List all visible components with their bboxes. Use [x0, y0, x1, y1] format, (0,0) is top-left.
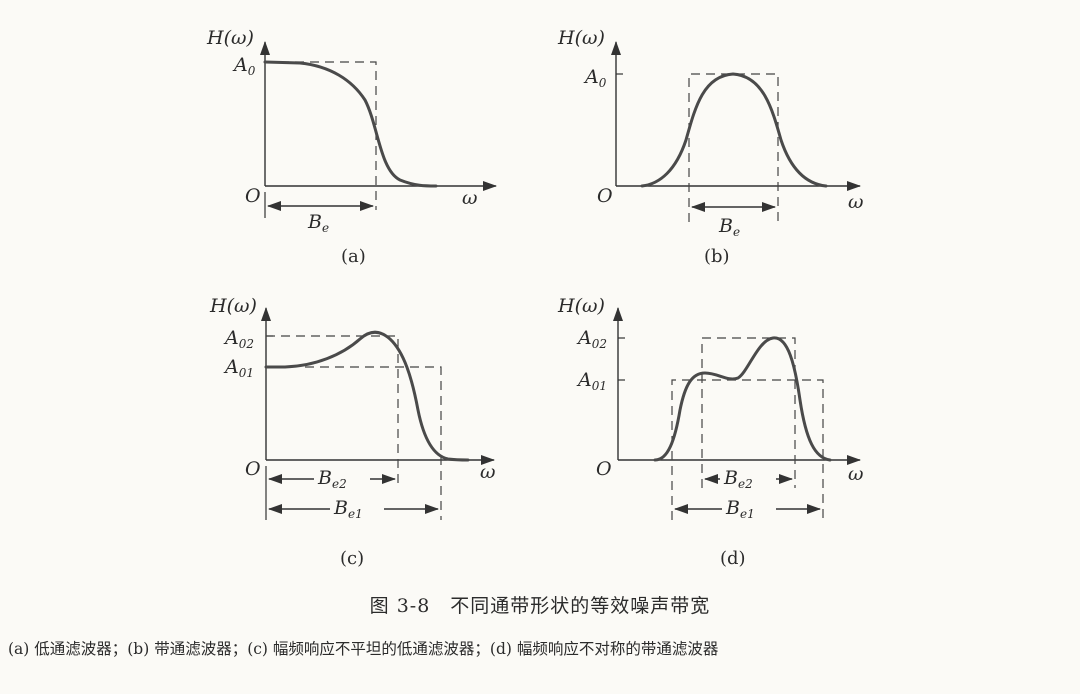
response-curve	[264, 330, 470, 462]
level2-label: A02	[576, 327, 607, 351]
level-label: A0	[583, 66, 607, 90]
equivalent-rectangle-1	[671, 379, 824, 520]
panel-b: H(ω) ω O A0 Be (b)	[557, 27, 864, 267]
x-axis-label: ω	[480, 461, 496, 483]
panel-label: (c)	[340, 548, 364, 569]
equivalent-rectangle-1	[305, 366, 442, 520]
x-axis-label: ω	[462, 187, 478, 209]
panel-c: H(ω) ω O A02 A01 Be2 Be1 (c)	[209, 295, 496, 569]
x-axis-label: ω	[848, 463, 864, 485]
equivalent-rectangle-2	[266, 335, 399, 488]
panel-label: (b)	[704, 246, 730, 267]
bandwidth-label: Be	[718, 215, 740, 239]
bandwidth-label: Be	[307, 211, 329, 235]
level1-label: A01	[576, 369, 607, 393]
y-axis-label: H(ω)	[557, 295, 605, 317]
bandwidth2-label: Be2	[723, 467, 753, 491]
bandwidth1-label: Be1	[333, 497, 363, 521]
panel-label: (d)	[720, 548, 746, 569]
equivalent-rectangle	[265, 61, 377, 210]
response-curve	[653, 336, 832, 462]
x-axis-label: ω	[848, 191, 864, 213]
origin-label: O	[245, 458, 261, 480]
response-curve	[640, 72, 828, 188]
response-curve	[263, 60, 438, 188]
figure-caption: 图 3-8 不同通带形状的等效噪声带宽	[369, 595, 711, 617]
panel-label: (a)	[341, 246, 366, 267]
panel-a: H(ω) ω O A0 Be (a)	[206, 27, 497, 267]
origin-label: O	[596, 458, 612, 480]
y-axis-label: H(ω)	[557, 27, 605, 49]
panel-d: H(ω) ω O A02 A01 Be2 Be1 (d)	[557, 295, 864, 569]
bandwidth1-label: Be1	[725, 497, 755, 521]
y-axis-label: H(ω)	[206, 27, 254, 49]
level-label: A0	[232, 54, 256, 78]
y-axis-label: H(ω)	[209, 295, 257, 317]
origin-label: O	[245, 185, 261, 207]
equivalent-rectangle-2	[701, 337, 796, 488]
bandwidth2-label: Be2	[317, 467, 347, 491]
level1-label: A01	[223, 356, 254, 380]
origin-label: O	[597, 185, 613, 207]
level2-label: A02	[223, 327, 254, 351]
figure-subcaption: (a) 低通滤波器；(b) 带通滤波器；(c) 幅频响应不平坦的低通滤波器；(d…	[8, 640, 719, 658]
